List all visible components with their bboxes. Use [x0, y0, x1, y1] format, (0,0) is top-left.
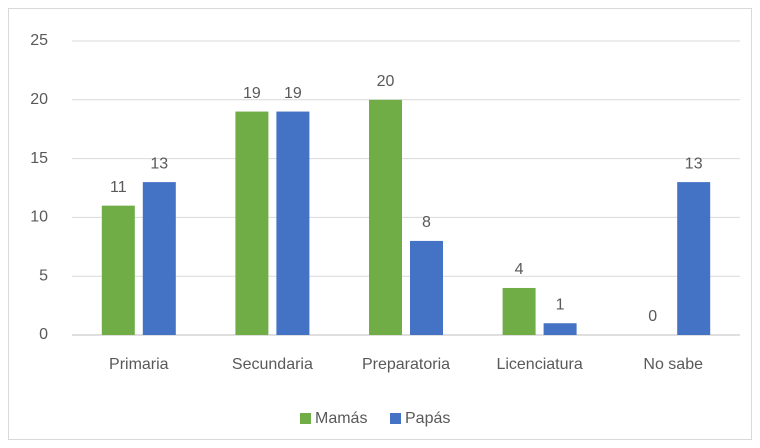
bar: [235, 111, 269, 335]
y-tick-label: 15: [30, 150, 48, 167]
legend-swatch: [390, 413, 401, 424]
x-tick-label: Primaria: [109, 356, 169, 373]
data-label: 1: [556, 296, 565, 313]
bar: [142, 182, 176, 335]
bar: [101, 205, 135, 335]
bar: [410, 240, 443, 335]
legend-swatch: [300, 413, 311, 424]
y-tick-label: 20: [30, 91, 48, 108]
data-label: 0: [648, 308, 657, 325]
bar: [369, 99, 402, 335]
x-tick-label: Preparatoria: [362, 356, 450, 373]
legend-label: Mamás: [315, 410, 367, 427]
y-tick-label: 25: [30, 32, 48, 49]
bar: [677, 182, 711, 335]
bar: [502, 287, 536, 335]
x-tick-label: No sabe: [643, 356, 703, 373]
bar: [543, 323, 577, 335]
data-label: 19: [243, 85, 261, 102]
data-label: 13: [150, 155, 168, 172]
data-label: 13: [685, 155, 703, 172]
y-tick-label: 10: [30, 209, 48, 226]
bar: [276, 111, 310, 335]
y-tick-label: 5: [39, 267, 48, 284]
data-label: 20: [377, 73, 395, 90]
x-tick-label: Secundaria: [232, 356, 313, 373]
data-label: 11: [110, 179, 127, 196]
legend-label: Papás: [405, 410, 450, 427]
x-tick-label: Licenciatura: [496, 356, 582, 373]
data-label: 19: [284, 85, 302, 102]
data-label: 4: [515, 261, 524, 278]
data-label: 8: [422, 214, 431, 231]
y-tick-label: 0: [39, 326, 48, 343]
